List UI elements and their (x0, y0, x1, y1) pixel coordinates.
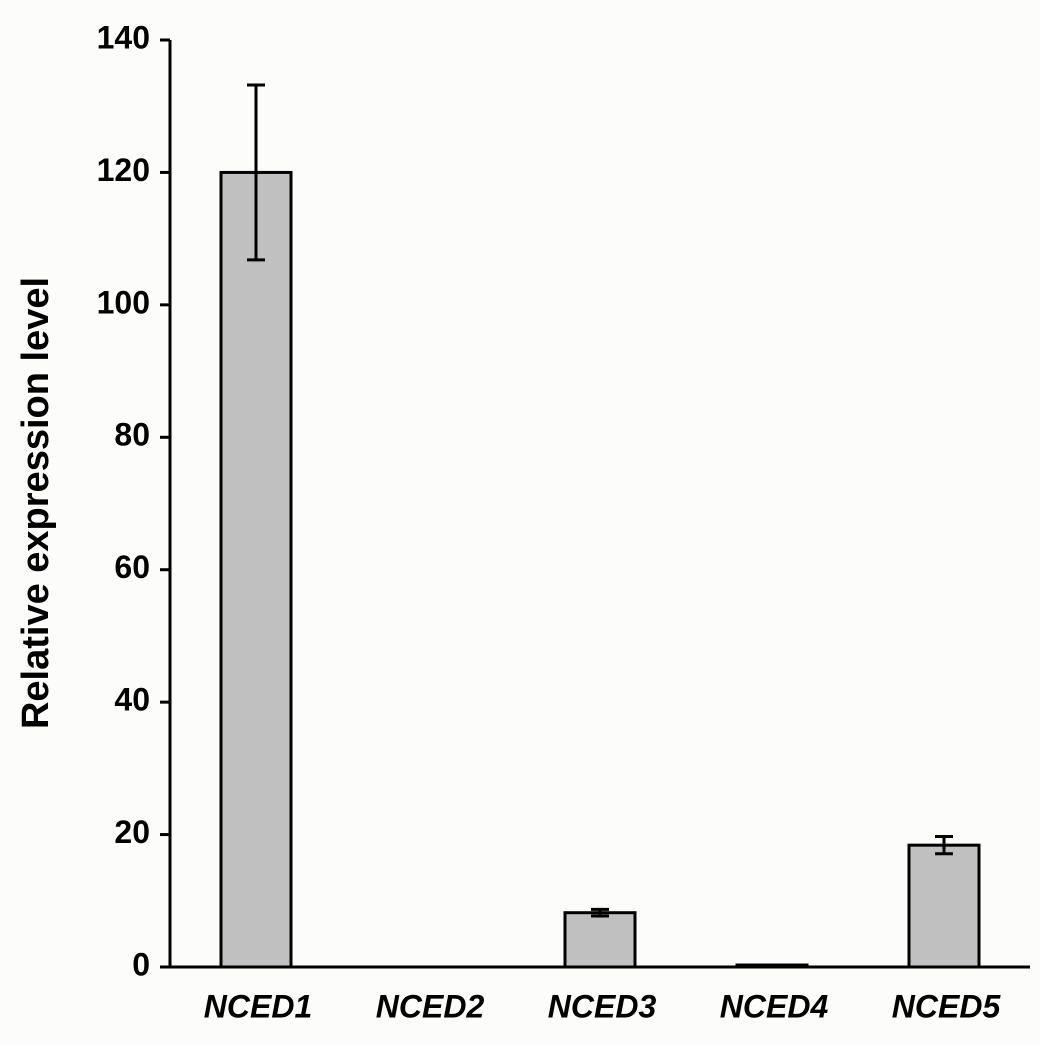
y-tick-label: 20 (114, 814, 150, 850)
bar (219, 170, 293, 969)
x-tick-label: NCED1 (204, 988, 312, 1024)
y-tick-label: 120 (97, 152, 150, 188)
error-bar (247, 83, 265, 262)
x-tick-label: NCED5 (892, 988, 1002, 1024)
error-bar (935, 835, 953, 856)
bar (735, 963, 809, 969)
y-tick-label: 40 (114, 682, 150, 718)
x-tick-label: NCED2 (376, 988, 485, 1024)
error-bar (591, 907, 609, 918)
y-tick-label: 0 (132, 946, 150, 982)
bar (907, 843, 981, 969)
bar (563, 911, 637, 969)
y-tick-label: 140 (97, 19, 150, 55)
x-tick-label: NCED3 (548, 988, 657, 1024)
y-tick-label: 80 (114, 417, 150, 453)
y-tick-label: 100 (97, 284, 150, 320)
x-tick-label: NCED4 (720, 988, 829, 1024)
y-axis-title: Relative expression level (15, 277, 57, 729)
y-tick-label: 60 (114, 549, 150, 585)
